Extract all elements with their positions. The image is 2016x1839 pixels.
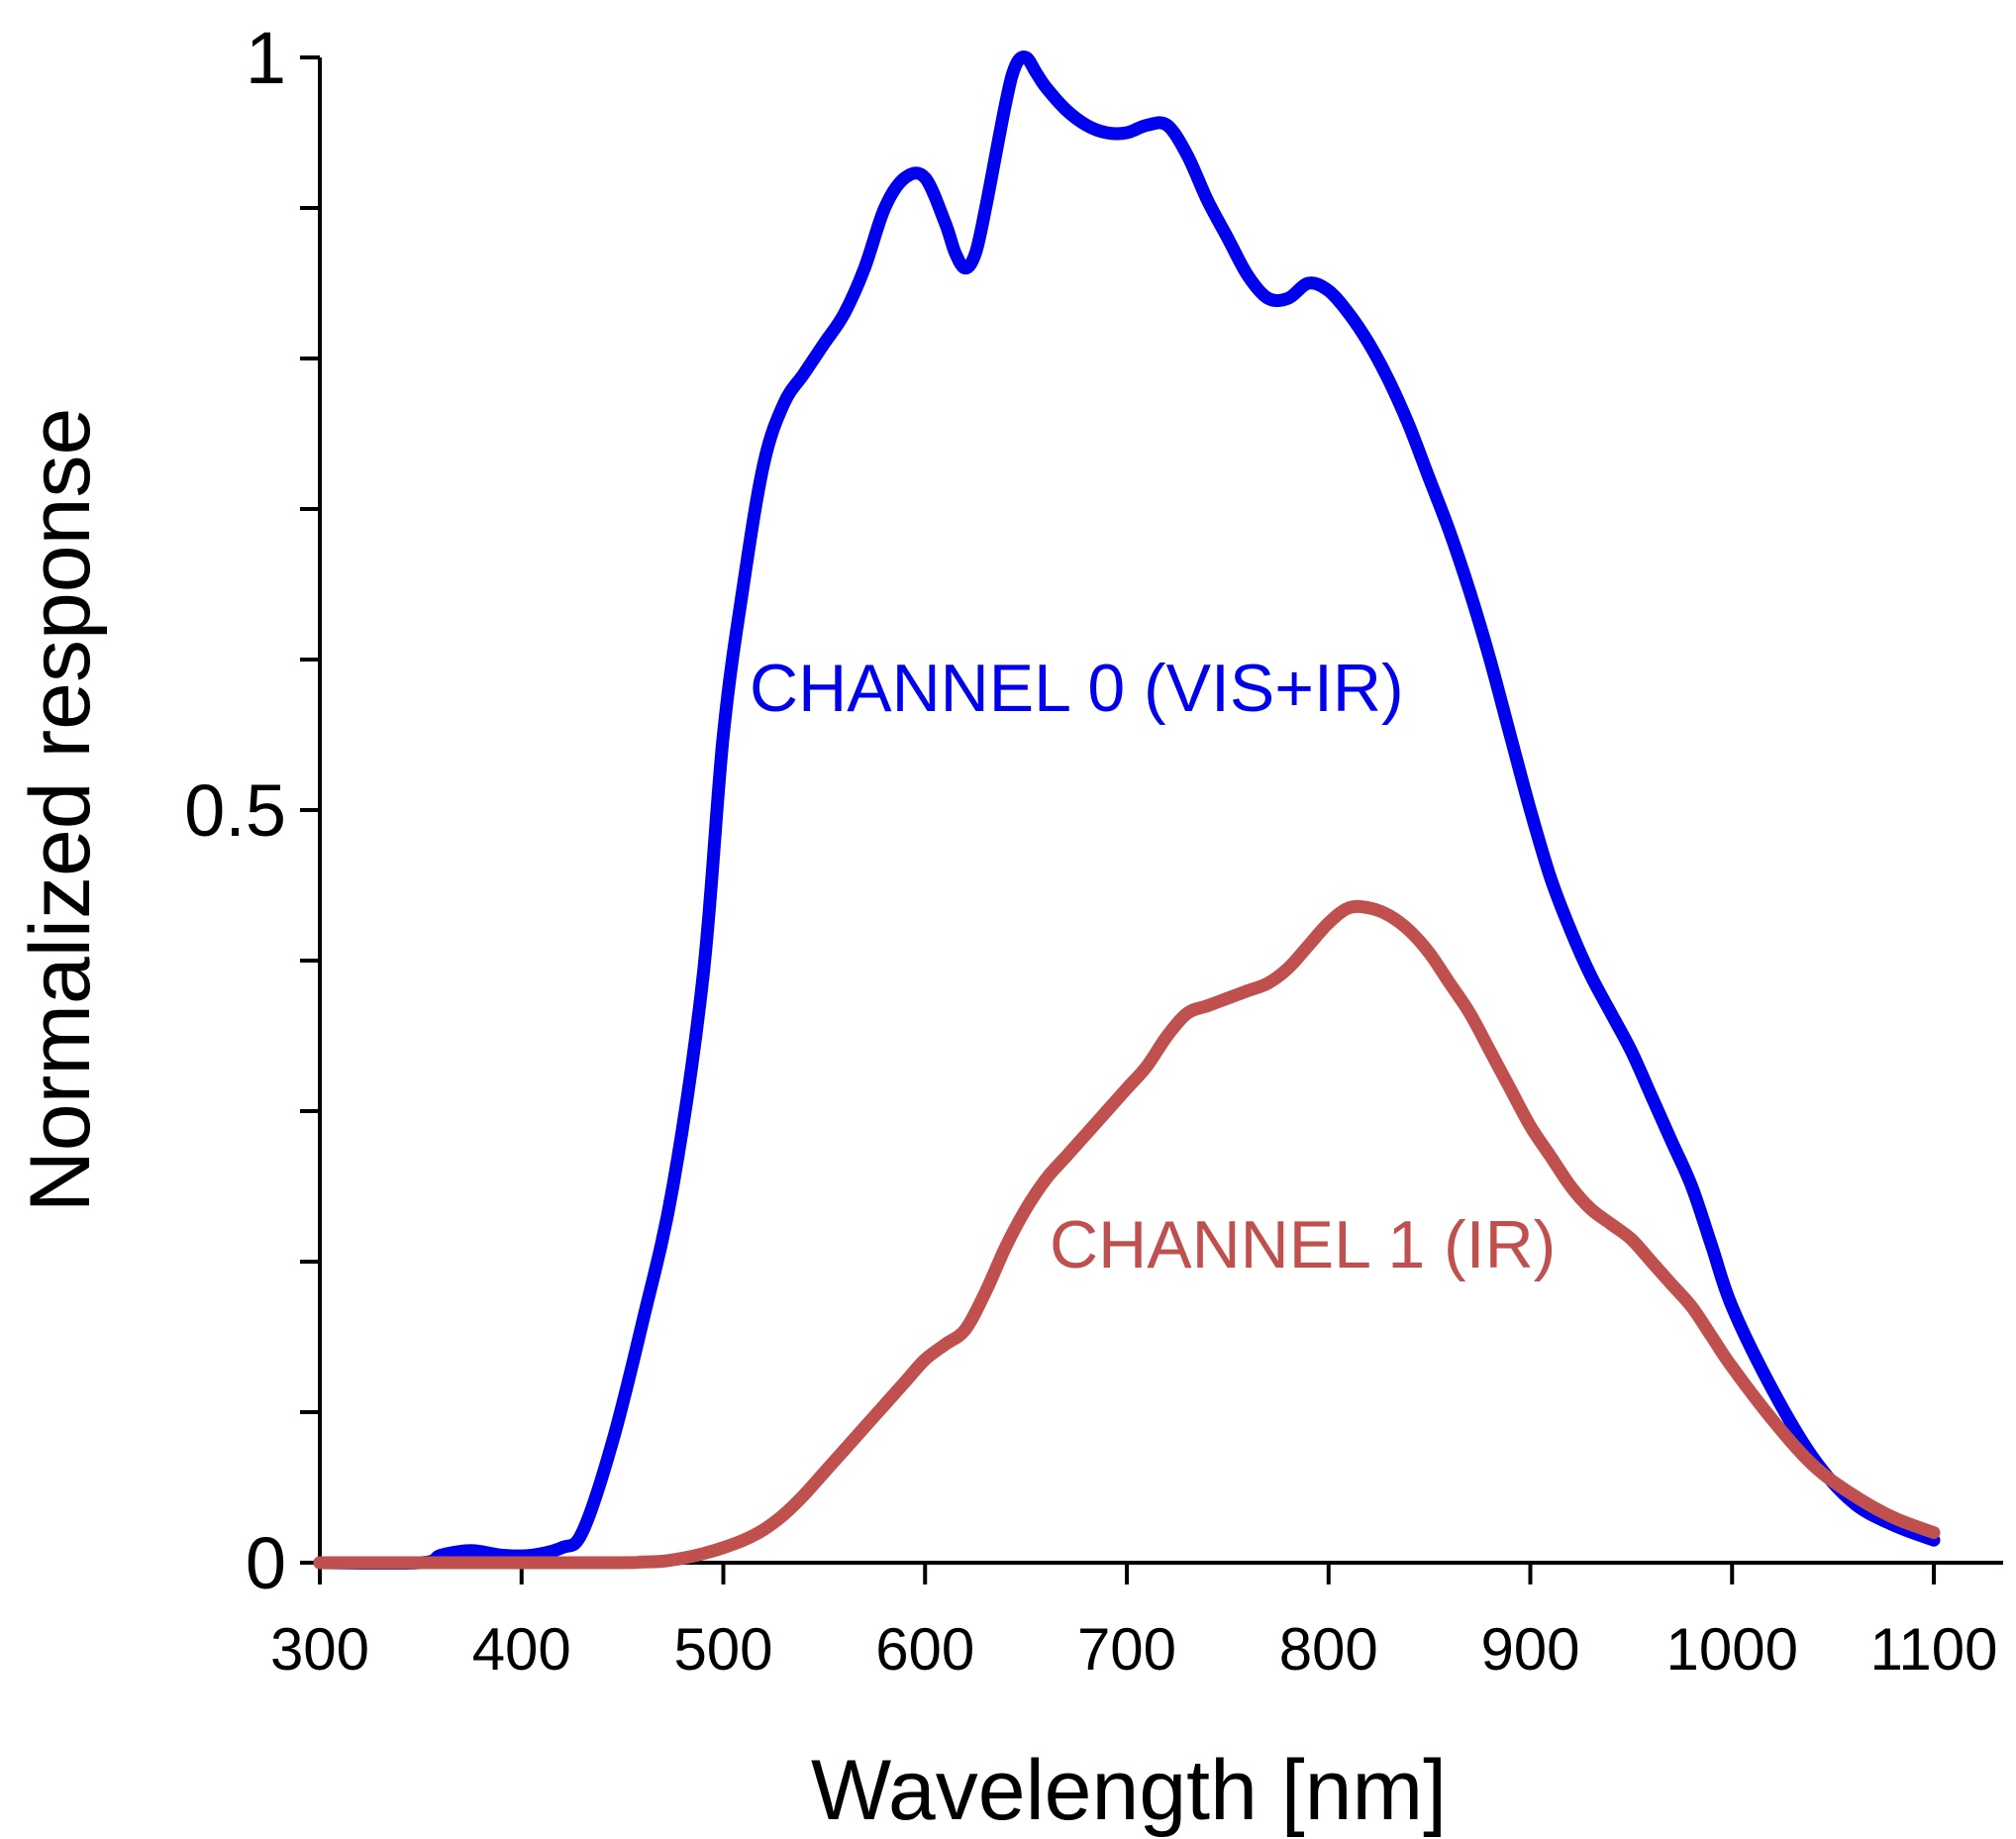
y-tick-label: 0.5 [184, 769, 286, 852]
x-tick-label: 900 [1480, 1616, 1579, 1683]
y-axis-title: Normalized response [13, 408, 108, 1213]
x-tick-label: 800 [1279, 1616, 1378, 1683]
y-ticks: 00.51 [184, 17, 320, 1604]
y-tick-label: 0 [246, 1522, 286, 1604]
x-ticks: 300 400 500 600 700 800 900 1000 1100 [270, 1563, 1998, 1683]
series-label-channel-1: CHANNEL 1 (IR) [1050, 1207, 1556, 1282]
x-tick-label: 500 [673, 1616, 772, 1683]
x-tick-label: 600 [875, 1616, 974, 1683]
y-tick-label: 1 [246, 17, 286, 99]
x-tick-label: 400 [472, 1616, 571, 1683]
x-tick-label: 1000 [1666, 1616, 1798, 1683]
series-line-channel-0 [313, 51, 1941, 1571]
x-tick-label: 700 [1077, 1616, 1176, 1683]
x-tick-label: 300 [270, 1616, 369, 1683]
series-layer [313, 51, 1941, 1571]
series-line-channel-1 [313, 899, 1941, 1570]
x-axis-title: Wavelength [nm] [811, 1743, 1447, 1838]
x-tick-label: 1100 [1869, 1616, 1997, 1683]
series-label-channel-0: CHANNEL 0 (VIS+IR) [750, 651, 1404, 726]
